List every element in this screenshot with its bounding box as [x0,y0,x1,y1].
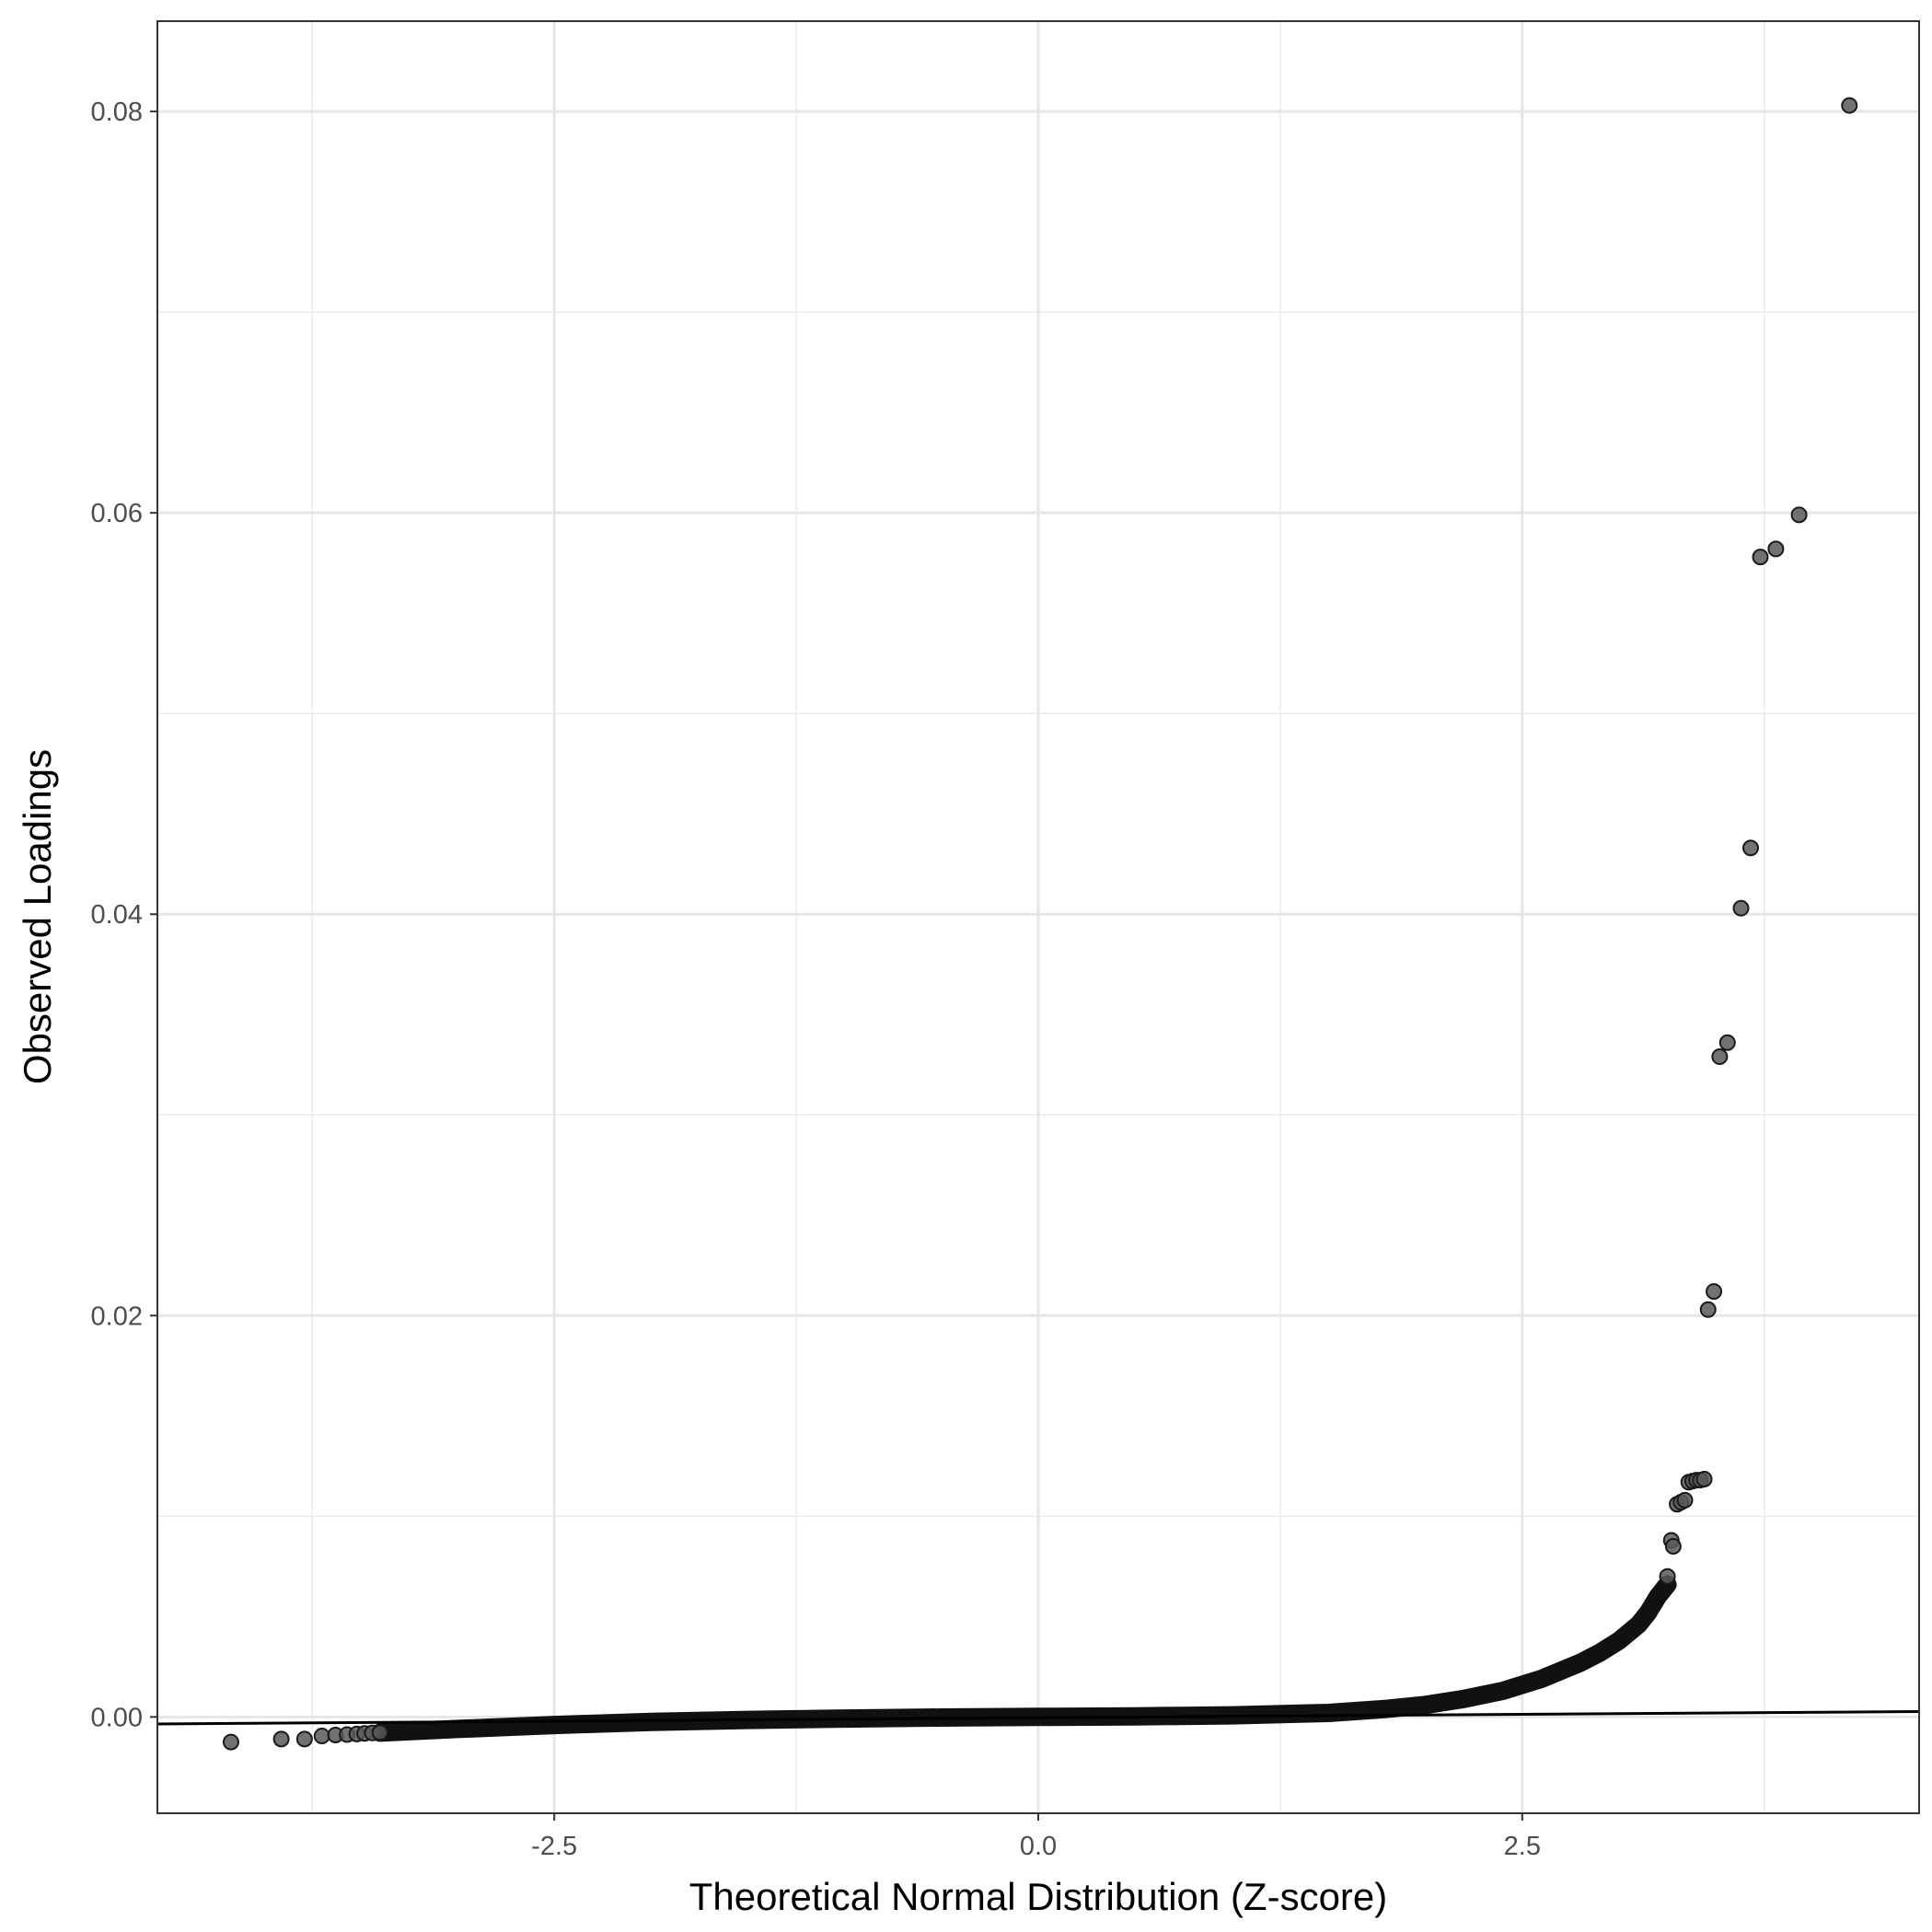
x-axis-ticks: -2.5 0.0 2.5 [531,1813,1541,1861]
point-12 [1664,1538,1682,1556]
x-axis-title: Theoretical Normal Distribution (Z-score… [689,1875,1388,1918]
y-tick-label-4: 0.08 [91,98,143,127]
y-axis-ticks: 0.00 0.02 0.04 0.06 0.08 [91,98,157,1732]
y-tick-label-1: 0.02 [91,1301,143,1331]
y-tick-label-0: 0.00 [91,1703,143,1732]
reference-line-group [156,1709,1920,1726]
point-22 [1706,1283,1723,1301]
reference-line [156,1709,1920,1726]
y-tick-label-2: 0.04 [91,900,143,930]
point-29 [1790,506,1808,524]
point-2 [295,1730,313,1748]
point-30 [1841,97,1858,114]
point-27 [1752,549,1769,566]
point-15 [1676,1491,1694,1509]
y-axis-title: Observed Loadings [16,749,59,1084]
point-21 [1699,1301,1717,1318]
x-tick-label-1: 0.0 [1020,1832,1057,1861]
y-tick-label-3: 0.06 [91,499,143,528]
point-1 [272,1730,290,1748]
data-points [222,97,1858,1751]
x-tick-label-0: -2.5 [531,1832,577,1861]
point-3 [313,1728,330,1745]
point-20 [1695,1470,1713,1487]
point-10 [1659,1568,1676,1585]
point-9 [371,1724,388,1741]
point-23 [1711,1048,1729,1066]
major-gridlines [157,21,1919,1813]
point-24 [1718,1034,1736,1051]
point-0 [222,1733,239,1751]
x-tick-label-2: 2.5 [1504,1832,1541,1861]
point-26 [1742,839,1760,857]
point-25 [1732,899,1750,917]
point-28 [1767,540,1785,558]
